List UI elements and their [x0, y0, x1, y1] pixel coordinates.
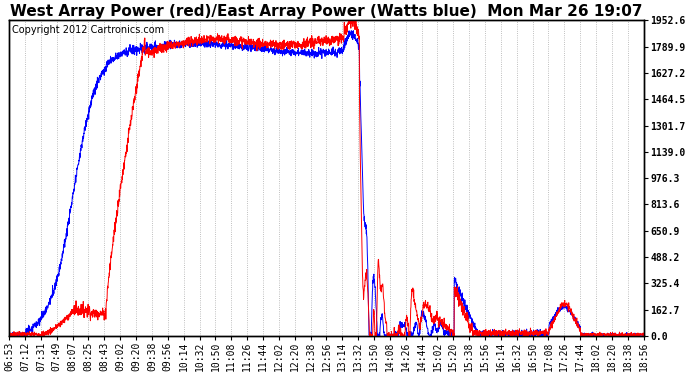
Text: Copyright 2012 Cartronics.com: Copyright 2012 Cartronics.com — [12, 25, 164, 35]
Title: West Array Power (red)/East Array Power (Watts blue)  Mon Mar 26 19:07: West Array Power (red)/East Array Power … — [10, 4, 642, 19]
